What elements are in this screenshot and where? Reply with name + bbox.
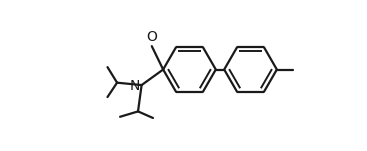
Text: N: N: [130, 79, 140, 93]
Text: O: O: [146, 30, 157, 44]
